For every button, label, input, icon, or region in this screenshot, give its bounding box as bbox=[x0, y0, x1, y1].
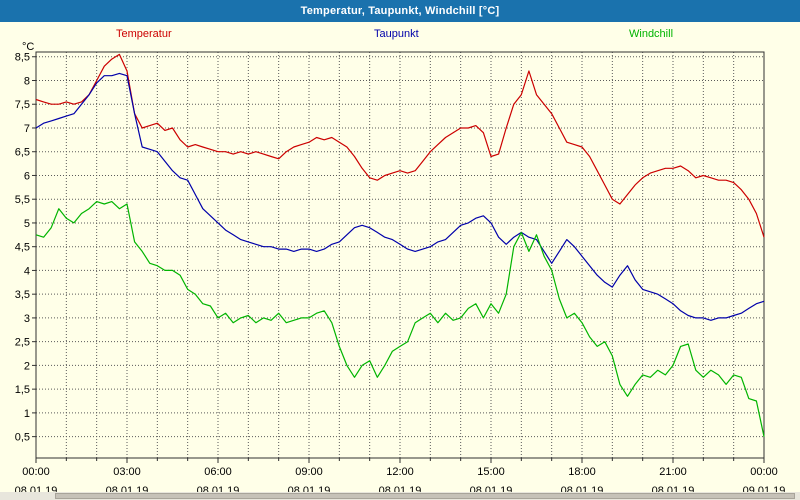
legend-taupunkt: Taupunkt bbox=[374, 28, 419, 40]
svg-text:1: 1 bbox=[24, 408, 30, 420]
svg-text:7,5: 7,5 bbox=[15, 99, 30, 111]
horizontal-scrollbar[interactable] bbox=[0, 492, 800, 500]
legend-temperatur: Temperatur bbox=[116, 28, 172, 40]
svg-text:7: 7 bbox=[24, 123, 30, 135]
svg-text:3: 3 bbox=[24, 313, 30, 325]
svg-text:12:00: 12:00 bbox=[386, 466, 414, 478]
svg-text:06:00: 06:00 bbox=[204, 466, 232, 478]
svg-text:21:00: 21:00 bbox=[659, 466, 687, 478]
svg-text:2: 2 bbox=[24, 360, 30, 372]
chart-title: Temperatur, Taupunkt, Windchill [°C] bbox=[300, 5, 500, 17]
svg-text:0,5: 0,5 bbox=[15, 432, 30, 444]
svg-text:4,5: 4,5 bbox=[15, 242, 30, 254]
svg-text:1,5: 1,5 bbox=[15, 384, 30, 396]
series-temperatur bbox=[35, 53, 765, 238]
svg-text:8: 8 bbox=[24, 75, 30, 87]
svg-text:09:00: 09:00 bbox=[295, 466, 323, 478]
svg-text:03:00: 03:00 bbox=[113, 466, 141, 478]
chart-area: Temperatur Taupunkt Windchill °C 0,5 1 1,5… bbox=[0, 22, 800, 500]
svg-text:3,5: 3,5 bbox=[15, 289, 30, 301]
svg-text:18:00: 18:00 bbox=[568, 466, 596, 478]
svg-text:2,5: 2,5 bbox=[15, 337, 30, 349]
window-title-bar: Temperatur, Taupunkt, Windchill [°C] bbox=[0, 0, 800, 22]
svg-text:00:00: 00:00 bbox=[22, 466, 50, 478]
svg-text:6: 6 bbox=[24, 170, 30, 182]
svg-text:00:00: 00:00 bbox=[750, 466, 778, 478]
svg-text:4: 4 bbox=[24, 265, 30, 277]
y-axis-unit-label: °C bbox=[22, 41, 35, 53]
legend-windchill: Windchill bbox=[629, 28, 674, 40]
svg-text:15:00: 15:00 bbox=[477, 466, 505, 478]
svg-text:5,5: 5,5 bbox=[15, 194, 30, 206]
svg-text:5: 5 bbox=[24, 218, 30, 230]
svg-text:6,5: 6,5 bbox=[15, 147, 30, 159]
svg-text:8,5: 8,5 bbox=[15, 52, 30, 64]
series-windchill bbox=[35, 201, 765, 437]
series-taupunkt bbox=[35, 72, 765, 321]
scrollbar-thumb[interactable] bbox=[55, 493, 795, 499]
line-chart: 0,5 1 1,5 2 2,5 3 3,5 4 4,5 5 5,5 6 6,5 7 7,5 8 8,5 00:00… bbox=[15, 51, 785, 497]
